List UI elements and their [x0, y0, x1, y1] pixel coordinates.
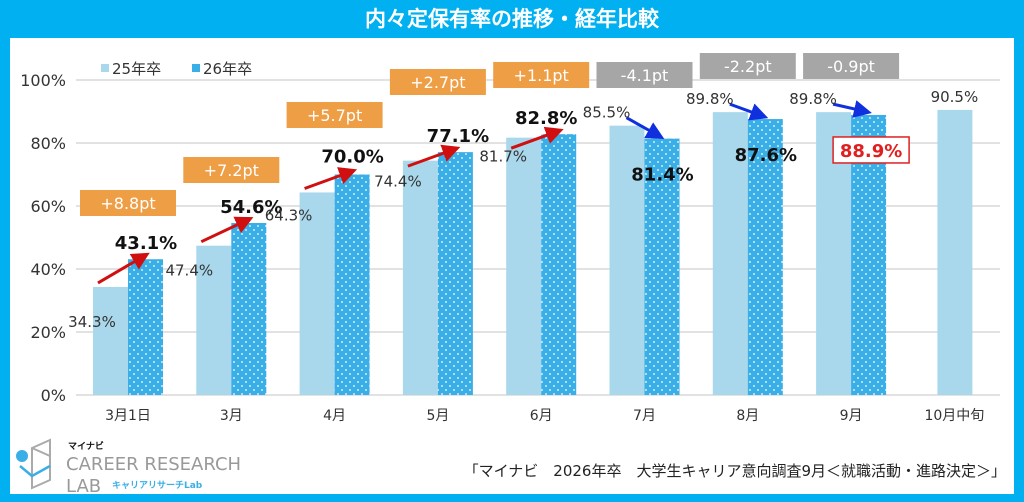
bar-26 [231, 223, 267, 395]
data-label-26: 88.9% [840, 141, 902, 162]
difference-box [803, 53, 900, 79]
x-tick-label: 5月 [426, 408, 449, 424]
legend-swatch-26 [192, 64, 200, 72]
bar-25 [609, 125, 645, 396]
decrease-arrow [832, 100, 872, 118]
increase-arrow [510, 126, 564, 150]
data-label-25: 47.4% [165, 262, 213, 280]
difference-box [80, 190, 176, 216]
data-label-25: 34.3% [68, 313, 116, 331]
x-tick-label: 3月 [220, 408, 243, 424]
bar-25 [402, 160, 438, 395]
difference-box [493, 62, 590, 88]
bar-25 [712, 112, 748, 395]
bar-25 [937, 109, 973, 396]
x-tick-label: 3月1日 [105, 408, 151, 424]
difference-label: +7.2pt [204, 161, 259, 180]
increase-arrow [304, 167, 358, 190]
bar-26 [541, 134, 577, 395]
bar-25 [299, 192, 335, 395]
data-label-26: 77.1% [427, 126, 489, 147]
data-label-25: 74.4% [374, 173, 422, 191]
legend-swatch-25 [101, 64, 109, 72]
difference-label: -4.1pt [621, 66, 669, 85]
data-label-26: 82.8% [515, 108, 577, 129]
legend-label-25: 25年卒 [112, 60, 161, 78]
highlight-box [832, 136, 910, 164]
difference-label: +2.7pt [410, 73, 465, 92]
y-tick-label: 60% [30, 197, 66, 216]
data-label-25: 85.5% [583, 104, 631, 122]
decrease-arrow [729, 102, 769, 121]
svg-text:キャリアリサーチLab: キャリアリサーチLab [112, 480, 203, 491]
data-label-25: 64.3% [265, 206, 313, 224]
legend-label-26: 26年卒 [203, 60, 252, 78]
bar-26 [437, 152, 473, 395]
increase-arrow [200, 216, 254, 244]
y-tick-label: 40% [30, 260, 66, 279]
difference-box [183, 157, 280, 183]
difference-label: -0.9pt [827, 57, 875, 76]
difference-box [699, 53, 796, 79]
svg-text:LAB: LAB [66, 476, 101, 496]
data-label-26: 87.6% [735, 145, 797, 166]
bar-25 [506, 137, 542, 395]
x-tick-label: 6月 [530, 408, 553, 424]
y-tick-label: 80% [30, 134, 66, 153]
svg-text:マイナビ: マイナビ [68, 440, 104, 452]
difference-box [286, 102, 383, 128]
source-caption: 「マイナビ 2026年卒 大学生キャリア意向調査9月＜就職活動・進路決定＞」 [463, 462, 1006, 480]
bar-26 [128, 259, 163, 395]
data-label-26: 81.4% [631, 165, 693, 186]
increase-arrow [97, 252, 150, 285]
data-label-26: 43.1% [115, 233, 177, 254]
svg-text:CAREER RESEARCH: CAREER RESEARCH [66, 454, 241, 475]
difference-box [596, 62, 693, 88]
difference-box [389, 69, 486, 95]
data-label-26: 70.0% [321, 147, 383, 168]
increase-arrow [407, 144, 461, 168]
data-label-25: 89.8% [789, 90, 837, 108]
bar-25 [93, 286, 128, 395]
difference-label: +1.1pt [514, 66, 569, 85]
bar-26 [334, 174, 370, 395]
bar-25 [196, 245, 232, 395]
bar-26 [747, 119, 783, 395]
x-tick-label: 9月 [840, 408, 863, 424]
data-label-26: 54.6% [220, 197, 282, 218]
x-tick-label: 4月 [323, 408, 346, 424]
y-tick-label: 0% [41, 386, 66, 405]
x-tick-label: 7月 [633, 408, 656, 424]
data-label-25: 90.5% [931, 88, 979, 106]
y-tick-label: 100% [20, 71, 66, 90]
x-tick-label: 10月中旬 [924, 408, 984, 424]
chart-title: 内々定保有率の推移・経年比較 [365, 7, 659, 31]
difference-label: +8.8pt [100, 194, 155, 213]
decrease-arrow [625, 116, 665, 140]
difference-label: -2.2pt [724, 57, 772, 76]
difference-label: +5.7pt [307, 106, 362, 125]
data-label-25: 81.7% [479, 148, 527, 166]
career-research-lab-logo: マイナビ CAREER RESEARCH LAB キャリアリサーチLab [16, 438, 241, 496]
data-label-25: 89.8% [686, 90, 734, 108]
x-tick-label: 8月 [736, 408, 759, 424]
bar-26 [644, 138, 680, 395]
y-tick-label: 20% [30, 323, 66, 342]
